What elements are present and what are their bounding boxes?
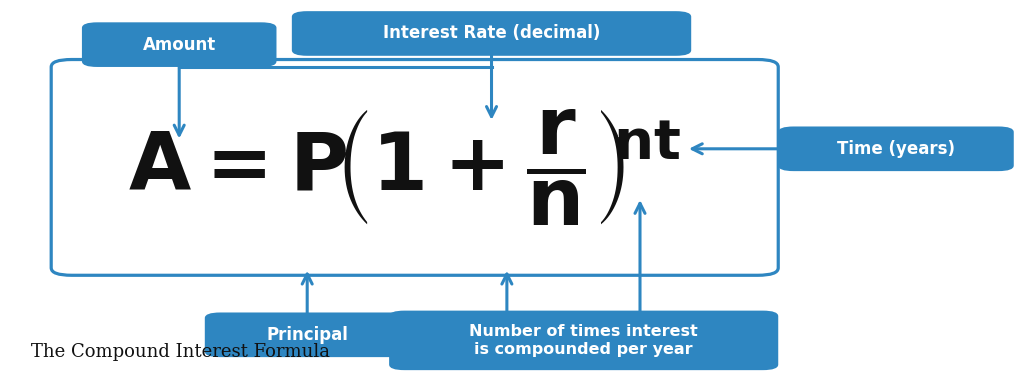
Text: Number of times interest
is compounded per year: Number of times interest is compounded p… [469, 324, 698, 357]
Text: The Compound Interest Formula: The Compound Interest Formula [31, 343, 330, 361]
FancyBboxPatch shape [205, 312, 410, 357]
Text: Amount: Amount [142, 36, 216, 54]
Text: Principal: Principal [266, 326, 348, 344]
Text: Time (years): Time (years) [837, 140, 955, 158]
FancyBboxPatch shape [292, 11, 691, 56]
Text: Interest Rate (decimal): Interest Rate (decimal) [383, 25, 600, 42]
FancyBboxPatch shape [82, 22, 276, 67]
FancyBboxPatch shape [389, 311, 778, 370]
Text: $\mathbf{A = P\!\left(1+\dfrac{r}{n}\right)^{\!\!nt}}$: $\mathbf{A = P\!\left(1+\dfrac{r}{n}\rig… [128, 108, 681, 227]
FancyBboxPatch shape [778, 126, 1014, 171]
